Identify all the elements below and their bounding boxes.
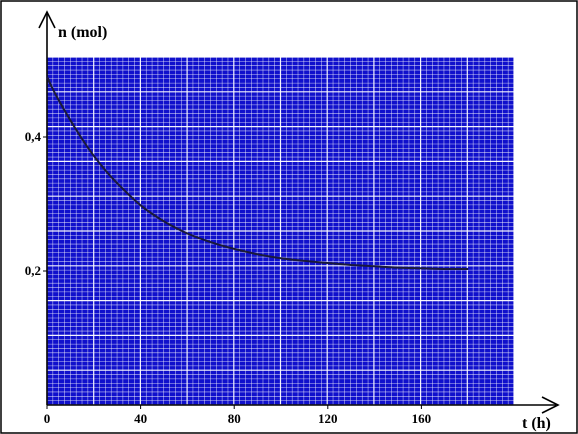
y-tick-label: 0,4 — [25, 129, 42, 144]
x-tick-label: 80 — [228, 411, 241, 426]
axes — [38, 10, 560, 414]
grid — [46, 56, 515, 406]
y-axis-label: n (mol) — [58, 24, 107, 41]
x-tick-label: 40 — [134, 411, 147, 426]
x-axis-arrow — [541, 396, 560, 414]
curve-layer — [46, 76, 469, 271]
x-tick-label: 0 — [44, 411, 51, 426]
x-tick-labels: 0 40 80 120 160 — [44, 411, 431, 426]
x-tick-label: 160 — [412, 411, 432, 426]
y-tick-label: 0,2 — [25, 263, 41, 278]
x-axis-label: t (h) — [522, 415, 551, 432]
y-tick-labels: 0,2 0,4 — [25, 129, 42, 278]
series-line — [46, 76, 469, 271]
y-axis-arrow — [38, 10, 56, 29]
x-tick-label: 120 — [318, 411, 338, 426]
